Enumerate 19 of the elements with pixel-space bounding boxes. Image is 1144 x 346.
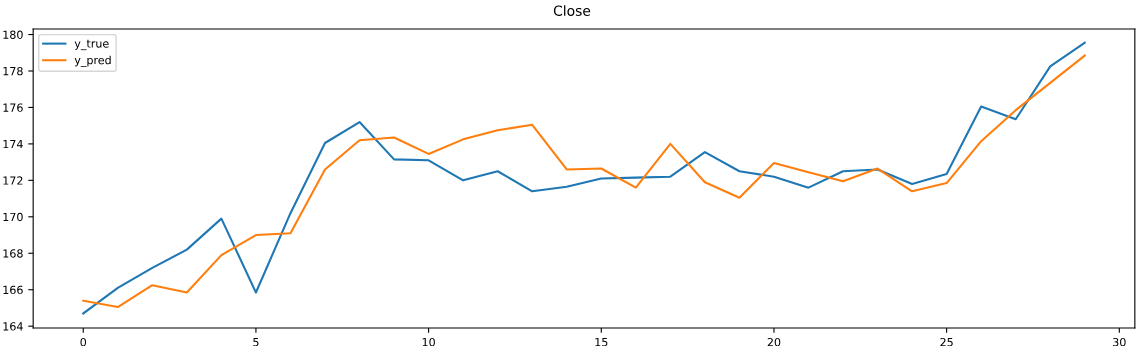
x-tick-label: 20 [767,337,781,346]
x-tick-label: 0 [80,337,87,346]
y-tick-label: 174 [3,140,23,149]
y-tick-label: 178 [3,66,23,76]
y-tick-label: 168 [3,249,23,258]
y-tick-label: 170 [3,212,23,222]
x-tick-label: 10 [422,337,435,346]
x-tick-label: 15 [595,338,608,346]
x-tick-label: 30 [1113,337,1126,346]
legend-label: y_pred [74,55,111,67]
y-tick-label: 180 [3,30,23,39]
y-tick-label: 172 [3,176,23,185]
y-tick-label: 176 [3,103,23,112]
chart-title: Close [553,5,591,16]
legend-label: y_true [74,39,109,51]
y-tick-label: 166 [3,285,23,295]
y-tick-label: 164 [3,322,23,331]
x-tick-label: 5 [253,338,259,346]
x-tick-label: 25 [940,337,953,346]
